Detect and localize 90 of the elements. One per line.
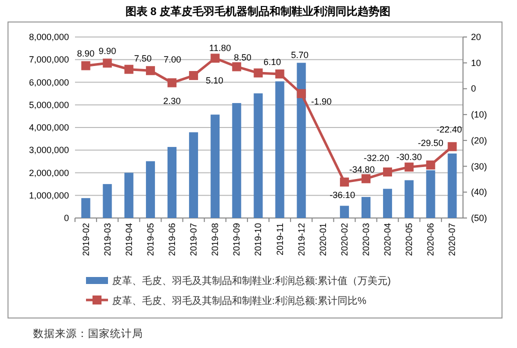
bar [362,196,370,218]
x-tick-label: 2019-06 [167,223,177,256]
y-tick-label: 2,000,000 [28,168,69,178]
data-label: 11.80 [209,43,232,54]
x-tick-label: 2019-08 [210,223,220,256]
point [340,178,349,187]
point [210,54,220,63]
x-tick-label: 2020-01 [318,223,328,256]
data-label: 5.10 [206,76,224,86]
bar [81,198,90,218]
point [383,167,392,176]
point [296,89,306,98]
data-label: -32.20 [364,152,390,163]
data-label: 7.00 [164,54,182,65]
point [232,62,242,72]
bar [102,184,112,218]
x-tick-label: 2020-03 [361,223,371,256]
x-tick-label: 2019-03 [102,223,112,256]
y-tick-label: 6,000,000 [28,77,69,88]
y2-tick-label: (20) [471,135,488,146]
point [146,66,155,76]
bar [383,188,392,218]
x-tick-label: 2020-06 [426,223,436,256]
data-label: 2.30 [163,96,181,106]
y-tick-label: 8,000,000 [28,32,69,42]
x-tick-label: 2020-05 [404,223,414,256]
bar [296,62,306,218]
x-tick-label: 2019-05 [145,223,156,256]
bar [168,146,176,218]
legend-label: 皮革、毛皮、羽毛及其制品和制鞋业:利润总额:累计同比% [112,295,367,307]
bar [275,81,284,218]
data-label: -36.10 [330,190,356,200]
bar [426,170,436,218]
x-tick-label: 2019-09 [232,223,242,256]
legend-label: 皮革、毛皮、羽毛及其制品和制鞋业:利润总额:累计值（万美元) [112,275,391,287]
y-tick-label: 5,000,000 [28,100,69,110]
x-tick-label: 2019-11 [274,223,285,256]
x-tick-label: 2019-10 [253,223,264,256]
x-tick-label: 2019-12 [296,223,306,256]
bar [146,161,155,218]
point [168,78,176,88]
y2-tick-label: 10 [471,58,482,68]
y-tick-label: 3,000,000 [28,145,69,156]
data-label: 9.90 [98,46,116,56]
y-tick-label: 0 [64,213,69,223]
y2-tick-label: (50) [471,213,488,223]
bar [340,206,349,218]
y2-tick-label: 0 [471,84,476,94]
point [275,69,284,78]
bar [189,132,198,218]
data-label: -22.40 [436,124,462,135]
y-tick-label: 7,000,000 [28,54,69,65]
x-tick-label: 2020-02 [339,223,350,256]
point [189,71,198,80]
data-label: 8.50 [234,52,252,63]
bar [448,154,457,218]
y-tick-label: 4,000,000 [28,122,69,132]
x-tick-label: 2019-07 [188,223,199,256]
point [254,68,263,78]
y-tick-label: 1,000,000 [28,190,69,200]
point [81,61,90,70]
data-label: -1.90 [311,96,332,107]
point [362,174,370,184]
point [448,142,457,152]
chart-title: 图表 8 皮革皮毛羽毛机器制品和制鞋业利润同比趋势图 [125,5,391,18]
point [124,64,134,74]
data-label: -30.30 [396,152,422,162]
data-label: 5.70 [291,50,309,60]
x-tick-label: 2019-04 [124,223,134,256]
x-tick-label: 2020-07 [447,223,458,256]
source-note: 数据来源：国家统计局 [33,327,143,340]
x-tick-label: 2019-02 [80,223,91,256]
point [102,58,112,68]
bar [254,93,263,218]
y2-tick-label: (10) [471,110,488,120]
data-label: 7.50 [134,53,152,64]
data-label: -34.80 [349,164,375,175]
bar [404,180,414,218]
data-label: 6.10 [263,56,281,67]
point [426,160,436,170]
x-tick-label: 2020-04 [382,223,393,256]
bar [232,103,242,218]
data-label: 8.90 [77,48,95,59]
data-label: -29.50 [418,138,444,148]
bar [124,172,134,218]
bar [210,114,220,218]
y2-tick-label: 20 [471,32,482,42]
point [404,162,414,172]
y2-tick-label: (30) [471,161,488,172]
y2-tick-label: (40) [471,187,488,198]
